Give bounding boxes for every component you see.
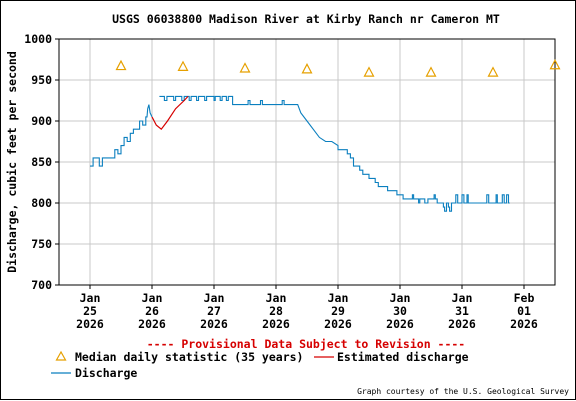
- median-marker: [301, 63, 313, 74]
- x-tick-label: 2026: [448, 317, 476, 331]
- chart-title: USGS 06038800 Madison River at Kirby Ran…: [112, 12, 500, 26]
- x-tick-label: 2026: [138, 317, 166, 331]
- x-tick-label: 2026: [510, 317, 538, 331]
- x-tick-label: 2026: [76, 317, 104, 331]
- median-marker: [115, 59, 127, 71]
- x-tick-label: 27: [207, 304, 221, 318]
- x-tick-label: Jan: [266, 291, 287, 305]
- y-tick-label: 850: [31, 155, 52, 169]
- median-marker: [487, 66, 499, 77]
- x-tick-label: 31: [455, 304, 469, 318]
- x-tick-label: 30: [393, 304, 407, 318]
- estimated-series-line: [151, 95, 189, 131]
- x-tick-label: Feb: [514, 291, 535, 305]
- legend: Median daily statistic (35 years) Estima…: [51, 350, 469, 380]
- x-tick-label: 2026: [324, 317, 352, 331]
- median-marker: [239, 62, 251, 73]
- legend-median-item: Median daily statistic (35 years): [55, 350, 303, 364]
- y-tick-label: 1000: [24, 32, 52, 46]
- y-tick-label: 950: [31, 73, 52, 87]
- median-triangle-icon: [55, 350, 67, 361]
- x-tick-label: 2026: [200, 317, 228, 331]
- y-axis-ticks: 700 750 800 850 900 950 1000: [24, 32, 59, 292]
- discharge-series-line: [159, 95, 510, 212]
- median-marker: [177, 60, 189, 71]
- median-marker: [363, 66, 375, 77]
- x-tick-label: Jan: [328, 291, 349, 305]
- legend-discharge-label: Discharge: [75, 366, 137, 380]
- x-tick-label: 2026: [262, 317, 290, 331]
- y-tick-label: 700: [31, 278, 52, 292]
- x-tick-label: Jan: [142, 291, 163, 305]
- grid: [59, 39, 555, 285]
- y-tick-label: 900: [31, 114, 52, 128]
- x-tick-label: Jan: [204, 291, 225, 305]
- x-tick-label: 28: [269, 304, 283, 318]
- provisional-note: ---- Provisional Data Subject to Revisio…: [147, 337, 466, 351]
- x-tick-label: Jan: [452, 291, 473, 305]
- legend-estimated-label: Estimated discharge: [337, 350, 469, 364]
- x-axis-ticks: Jan252026Jan262026Jan272026Jan282026Jan2…: [76, 285, 538, 331]
- legend-estimated-item: Estimated discharge: [314, 350, 469, 364]
- series-group: [90, 58, 561, 212]
- x-tick-label: 25: [83, 304, 97, 318]
- median-marker: [425, 66, 437, 77]
- y-tick-label: 750: [31, 237, 52, 251]
- x-tick-label: Jan: [390, 291, 411, 305]
- credit: Graph courtesy of the U.S. Geological Su…: [357, 387, 569, 396]
- discharge-series-line: [90, 104, 153, 167]
- x-tick-label: 01: [517, 304, 531, 318]
- x-tick-label: 2026: [386, 317, 414, 331]
- legend-median-label: Median daily statistic (35 years): [75, 350, 303, 364]
- y-axis-label: Discharge, cubic feet per second: [5, 51, 19, 273]
- x-tick-label: Jan: [80, 291, 101, 305]
- legend-discharge-item: Discharge: [51, 366, 137, 380]
- median-marker: [549, 58, 561, 70]
- x-tick-label: 26: [145, 304, 159, 318]
- y-tick-label: 800: [31, 196, 52, 210]
- x-tick-label: 29: [331, 304, 345, 318]
